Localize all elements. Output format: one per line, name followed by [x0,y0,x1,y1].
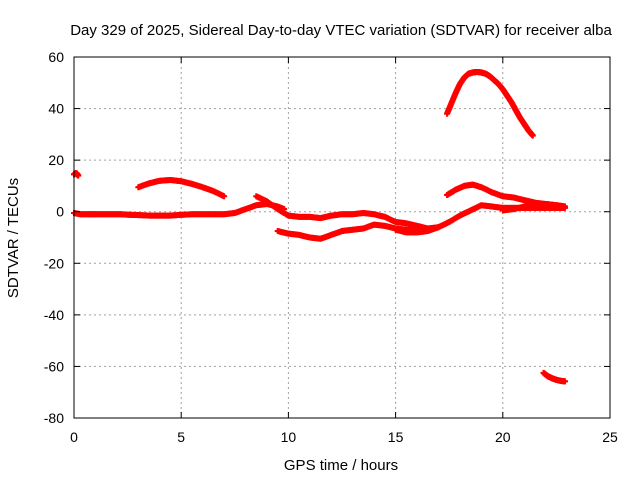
series-arc-d [253,193,442,232]
chart-title: Day 329 of 2025, Sidereal Day-to-day VTE… [70,22,612,39]
x-tick-label: 5 [177,429,185,445]
x-tick-label: 15 [388,429,404,445]
series-arc-a [71,170,82,179]
x-tick-label: 10 [281,429,297,445]
grid-lines [74,57,610,418]
y-tick-label: 40 [48,101,64,117]
y-tick-label: -60 [44,358,64,374]
series-arc-h [499,200,568,214]
data-point [561,203,568,210]
data-point [561,378,568,385]
y-tick-label: -20 [44,255,64,271]
x-tick-label: 0 [70,429,78,445]
data-point [75,172,82,179]
data-point [221,193,228,200]
y-tick-label: 60 [48,49,64,65]
y-tick-label: 20 [48,152,64,168]
series-arc-f [392,202,568,236]
series-arc-b [71,200,288,219]
y-tick-label: -40 [44,307,64,323]
series-arc-c [135,176,228,200]
y-tick-label: -80 [44,410,64,426]
x-tick-label: 20 [495,429,511,445]
series-arc-i [444,68,536,139]
plot-area-frame [73,56,611,419]
x-tick-label: 25 [602,429,618,445]
x-axis-label: GPS time / hours [284,457,398,474]
data-points [71,68,568,385]
axis-ticks: 0 5 10 15 20 25 -80 -60 -40 -20 0 20 40 60 [44,49,618,445]
data-point [529,132,536,139]
y-tick-label: 0 [56,204,64,220]
y-axis-label: SDTVAR / TECUs [5,178,22,298]
series-arc-j [540,369,568,385]
